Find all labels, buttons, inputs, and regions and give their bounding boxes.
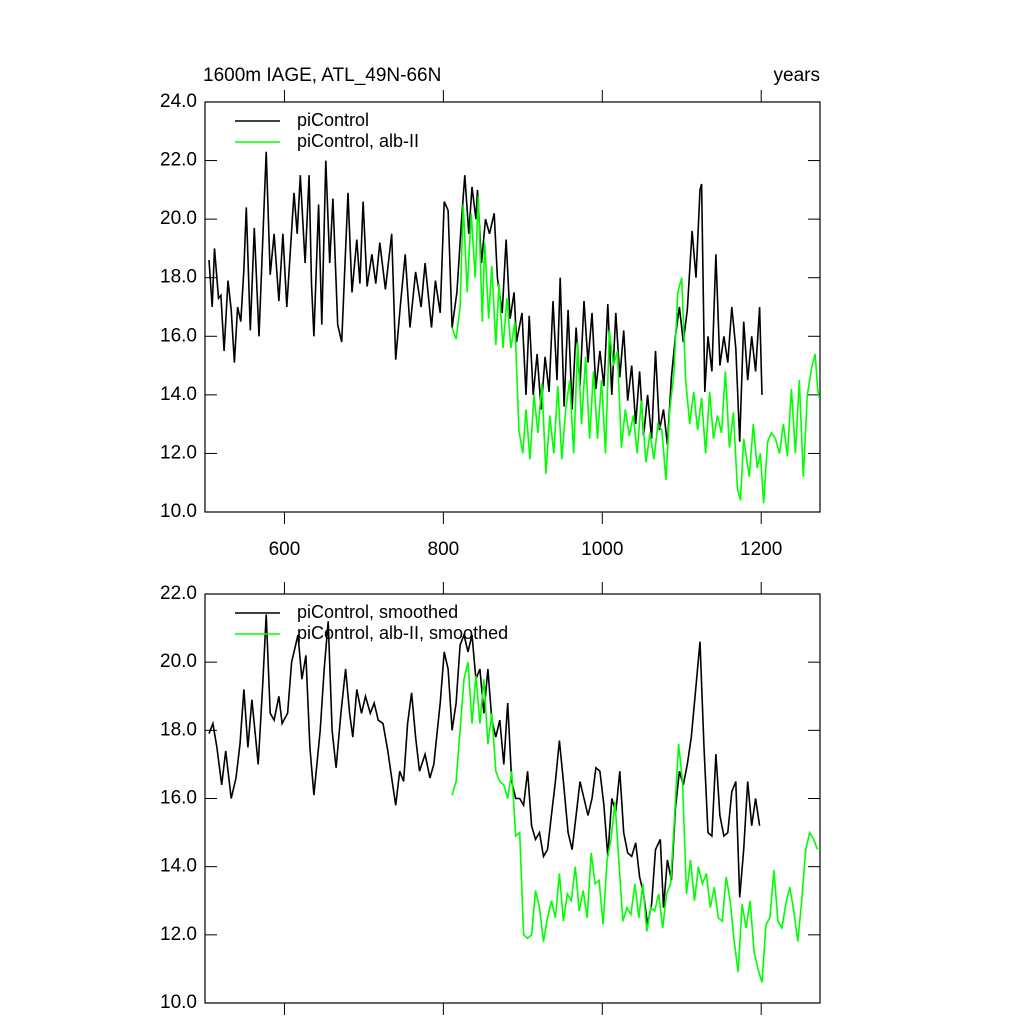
y-tick-label: 20.0 xyxy=(160,208,197,229)
y-tick-label: 22.0 xyxy=(160,583,197,604)
x-tick-label: 1200 xyxy=(740,539,782,560)
legend-label: piControl xyxy=(297,110,369,130)
data-line xyxy=(451,662,819,983)
y-tick-label: 22.0 xyxy=(160,150,197,171)
y-tick-label: 14.0 xyxy=(160,856,197,877)
chart-title: 1600m IAGE, ATL_49N-66N xyxy=(203,65,441,86)
legend-label: piControl, smoothed xyxy=(297,602,458,622)
y-tick-label: 14.0 xyxy=(160,384,197,405)
y-tick-label: 12.0 xyxy=(160,924,197,945)
y-tick-label: 12.0 xyxy=(160,442,197,463)
y-tick-label: 24.0 xyxy=(160,91,197,112)
y-tick-label: 16.0 xyxy=(160,788,197,809)
y-tick-label: 10.0 xyxy=(160,501,197,522)
x-tick-label: 600 xyxy=(269,539,301,560)
y-tick-label: 10.0 xyxy=(160,992,197,1013)
legend-label: piControl, alb-II xyxy=(297,131,419,151)
x-tick-label: 1000 xyxy=(581,539,623,560)
y-tick-label: 18.0 xyxy=(160,719,197,740)
plot-frame xyxy=(204,101,821,513)
axis-unit-label: years xyxy=(774,65,820,86)
y-tick-label: 16.0 xyxy=(160,325,197,346)
y-tick-label: 18.0 xyxy=(160,267,197,288)
data-line xyxy=(208,151,763,445)
legend-label: piControl, alb-II, smoothed xyxy=(297,623,508,643)
y-tick-label: 20.0 xyxy=(160,651,197,672)
x-tick-label: 800 xyxy=(428,539,460,560)
plot-frame xyxy=(204,593,821,1004)
data-line xyxy=(451,195,820,504)
